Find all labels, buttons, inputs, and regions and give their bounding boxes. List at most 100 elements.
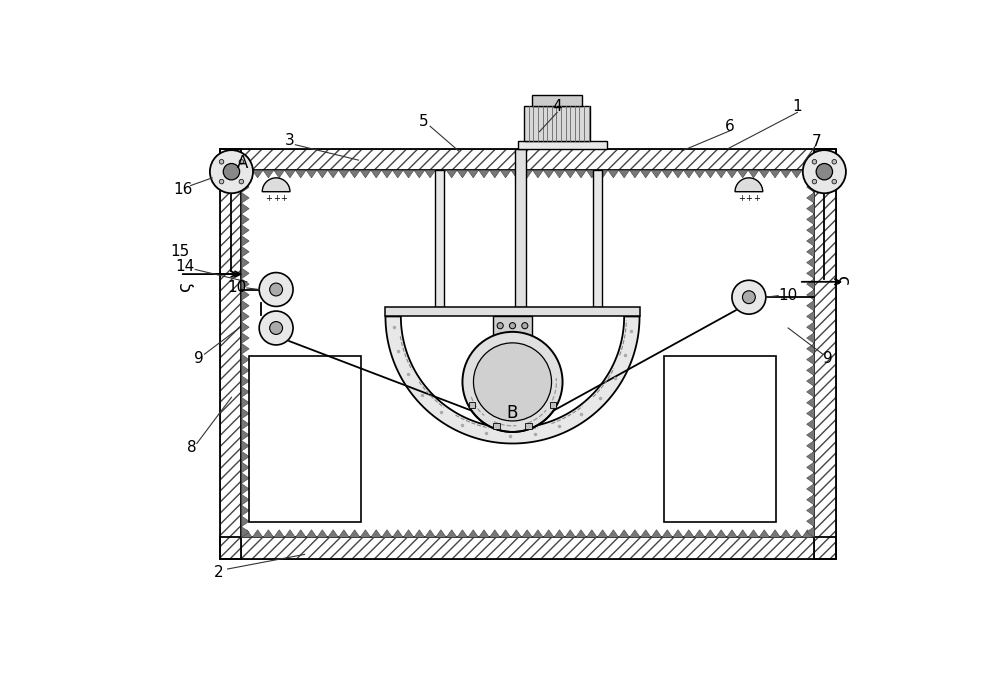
Polygon shape: [737, 170, 748, 178]
Text: ς: ς: [176, 280, 194, 291]
Polygon shape: [533, 170, 543, 178]
Polygon shape: [241, 311, 249, 322]
Text: 16: 16: [173, 182, 193, 197]
Bar: [220, 537, 836, 559]
Polygon shape: [807, 526, 814, 537]
Text: +: +: [273, 194, 280, 203]
Polygon shape: [807, 192, 814, 203]
Polygon shape: [619, 530, 630, 537]
Polygon shape: [241, 333, 249, 343]
Polygon shape: [630, 530, 640, 537]
Polygon shape: [511, 530, 522, 537]
Polygon shape: [651, 170, 662, 178]
Circle shape: [239, 180, 244, 184]
Polygon shape: [807, 505, 814, 516]
Polygon shape: [295, 530, 306, 537]
Polygon shape: [285, 530, 295, 537]
Polygon shape: [241, 452, 249, 462]
Polygon shape: [807, 203, 814, 214]
Polygon shape: [446, 170, 457, 178]
Polygon shape: [533, 530, 543, 537]
Polygon shape: [349, 530, 360, 537]
Circle shape: [812, 160, 817, 164]
Text: 1: 1: [793, 99, 802, 114]
Bar: [220, 149, 241, 559]
Bar: [814, 149, 836, 559]
Text: +: +: [280, 194, 287, 203]
Polygon shape: [306, 530, 317, 537]
Polygon shape: [597, 170, 608, 178]
Circle shape: [832, 160, 837, 164]
Polygon shape: [436, 170, 446, 178]
Polygon shape: [241, 182, 249, 192]
Polygon shape: [371, 170, 382, 178]
Bar: [385, 307, 640, 316]
Polygon shape: [807, 301, 814, 311]
Polygon shape: [241, 225, 249, 235]
Polygon shape: [241, 192, 249, 203]
Bar: [249, 356, 361, 522]
Polygon shape: [807, 419, 814, 430]
Polygon shape: [727, 530, 737, 537]
Text: +: +: [738, 194, 745, 203]
Polygon shape: [241, 483, 249, 494]
Bar: [220, 537, 836, 559]
Polygon shape: [543, 170, 554, 178]
Polygon shape: [662, 170, 673, 178]
Polygon shape: [457, 530, 468, 537]
Polygon shape: [630, 170, 640, 178]
Polygon shape: [807, 171, 814, 182]
Text: 14: 14: [176, 259, 195, 274]
Polygon shape: [807, 452, 814, 462]
Polygon shape: [554, 530, 565, 537]
Circle shape: [210, 150, 253, 193]
Bar: [593, 170, 602, 307]
Polygon shape: [263, 530, 274, 537]
Polygon shape: [489, 530, 500, 537]
Polygon shape: [522, 170, 533, 178]
Polygon shape: [241, 530, 252, 537]
Text: 10: 10: [227, 280, 246, 295]
Circle shape: [509, 322, 516, 328]
Polygon shape: [554, 170, 565, 178]
Polygon shape: [807, 311, 814, 322]
Polygon shape: [489, 170, 500, 178]
Polygon shape: [807, 354, 814, 365]
Text: A: A: [237, 154, 249, 172]
Polygon shape: [382, 170, 392, 178]
Polygon shape: [479, 170, 489, 178]
Polygon shape: [576, 170, 586, 178]
Polygon shape: [807, 365, 814, 376]
Polygon shape: [338, 170, 349, 178]
Polygon shape: [807, 322, 814, 333]
Polygon shape: [436, 530, 446, 537]
Text: +: +: [265, 194, 272, 203]
Polygon shape: [392, 530, 403, 537]
Polygon shape: [640, 170, 651, 178]
Polygon shape: [414, 170, 425, 178]
Polygon shape: [425, 170, 436, 178]
Circle shape: [473, 343, 552, 421]
Polygon shape: [317, 530, 328, 537]
Text: +: +: [753, 194, 760, 203]
Polygon shape: [807, 462, 814, 473]
Polygon shape: [791, 170, 802, 178]
Bar: [435, 170, 444, 307]
Bar: [515, 149, 526, 307]
Polygon shape: [306, 170, 317, 178]
Polygon shape: [608, 530, 619, 537]
Text: 5: 5: [419, 114, 429, 129]
Polygon shape: [241, 322, 249, 333]
Text: B: B: [507, 404, 518, 422]
Polygon shape: [807, 214, 814, 225]
Circle shape: [497, 322, 503, 328]
Polygon shape: [807, 290, 814, 301]
Polygon shape: [807, 376, 814, 386]
Polygon shape: [252, 170, 263, 178]
Polygon shape: [241, 473, 249, 483]
Polygon shape: [807, 182, 814, 192]
Text: 7: 7: [812, 134, 821, 149]
Wedge shape: [735, 178, 763, 192]
Polygon shape: [807, 483, 814, 494]
Bar: [524, 106, 590, 141]
